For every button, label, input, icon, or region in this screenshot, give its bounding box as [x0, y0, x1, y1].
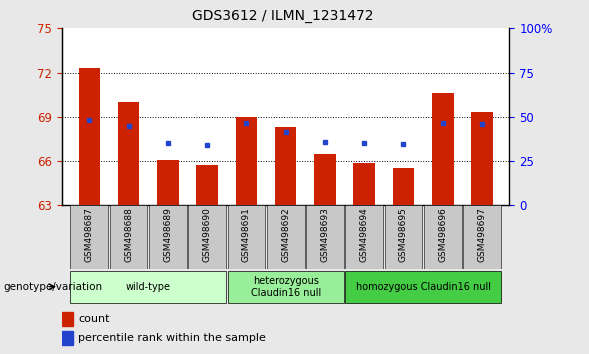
Text: GSM498687: GSM498687	[85, 207, 94, 262]
Text: GSM498690: GSM498690	[203, 207, 211, 262]
Bar	[345, 205, 383, 269]
Bar	[196, 166, 218, 205]
Bar	[393, 169, 414, 205]
Text: GSM498692: GSM498692	[281, 207, 290, 262]
Bar	[188, 205, 226, 269]
Bar	[432, 93, 454, 205]
Bar	[306, 205, 344, 269]
Text: GSM498691: GSM498691	[242, 207, 251, 262]
Text: genotype/variation: genotype/variation	[3, 282, 102, 292]
Bar	[463, 205, 501, 269]
Bar	[385, 205, 422, 269]
Text: GSM498694: GSM498694	[360, 207, 369, 262]
Text: heterozygous
Claudin16 null: heterozygous Claudin16 null	[250, 276, 321, 298]
Bar	[471, 113, 493, 205]
Bar	[71, 271, 226, 303]
Text: GSM498697: GSM498697	[478, 207, 487, 262]
Bar	[267, 205, 305, 269]
Bar	[314, 154, 336, 205]
Bar	[149, 205, 187, 269]
Text: GSM498695: GSM498695	[399, 207, 408, 262]
Bar	[275, 127, 296, 205]
Bar	[62, 331, 72, 345]
Bar	[62, 312, 72, 326]
Bar	[353, 162, 375, 205]
Bar	[110, 205, 147, 269]
Text: GSM498689: GSM498689	[163, 207, 173, 262]
Text: homozygous Claudin16 null: homozygous Claudin16 null	[356, 282, 491, 292]
Text: GDS3612 / ILMN_1231472: GDS3612 / ILMN_1231472	[192, 9, 373, 23]
Text: wild-type: wild-type	[125, 282, 171, 292]
Text: count: count	[78, 314, 110, 324]
Text: GSM498693: GSM498693	[320, 207, 329, 262]
Bar	[227, 205, 265, 269]
Bar	[227, 271, 344, 303]
Text: percentile rank within the sample: percentile rank within the sample	[78, 333, 266, 343]
Bar	[71, 205, 108, 269]
Bar	[236, 117, 257, 205]
Text: GSM498696: GSM498696	[438, 207, 447, 262]
Bar	[345, 271, 501, 303]
Bar	[157, 160, 178, 205]
Text: GSM498688: GSM498688	[124, 207, 133, 262]
Bar	[424, 205, 462, 269]
Bar	[118, 102, 140, 205]
Bar	[78, 68, 100, 205]
